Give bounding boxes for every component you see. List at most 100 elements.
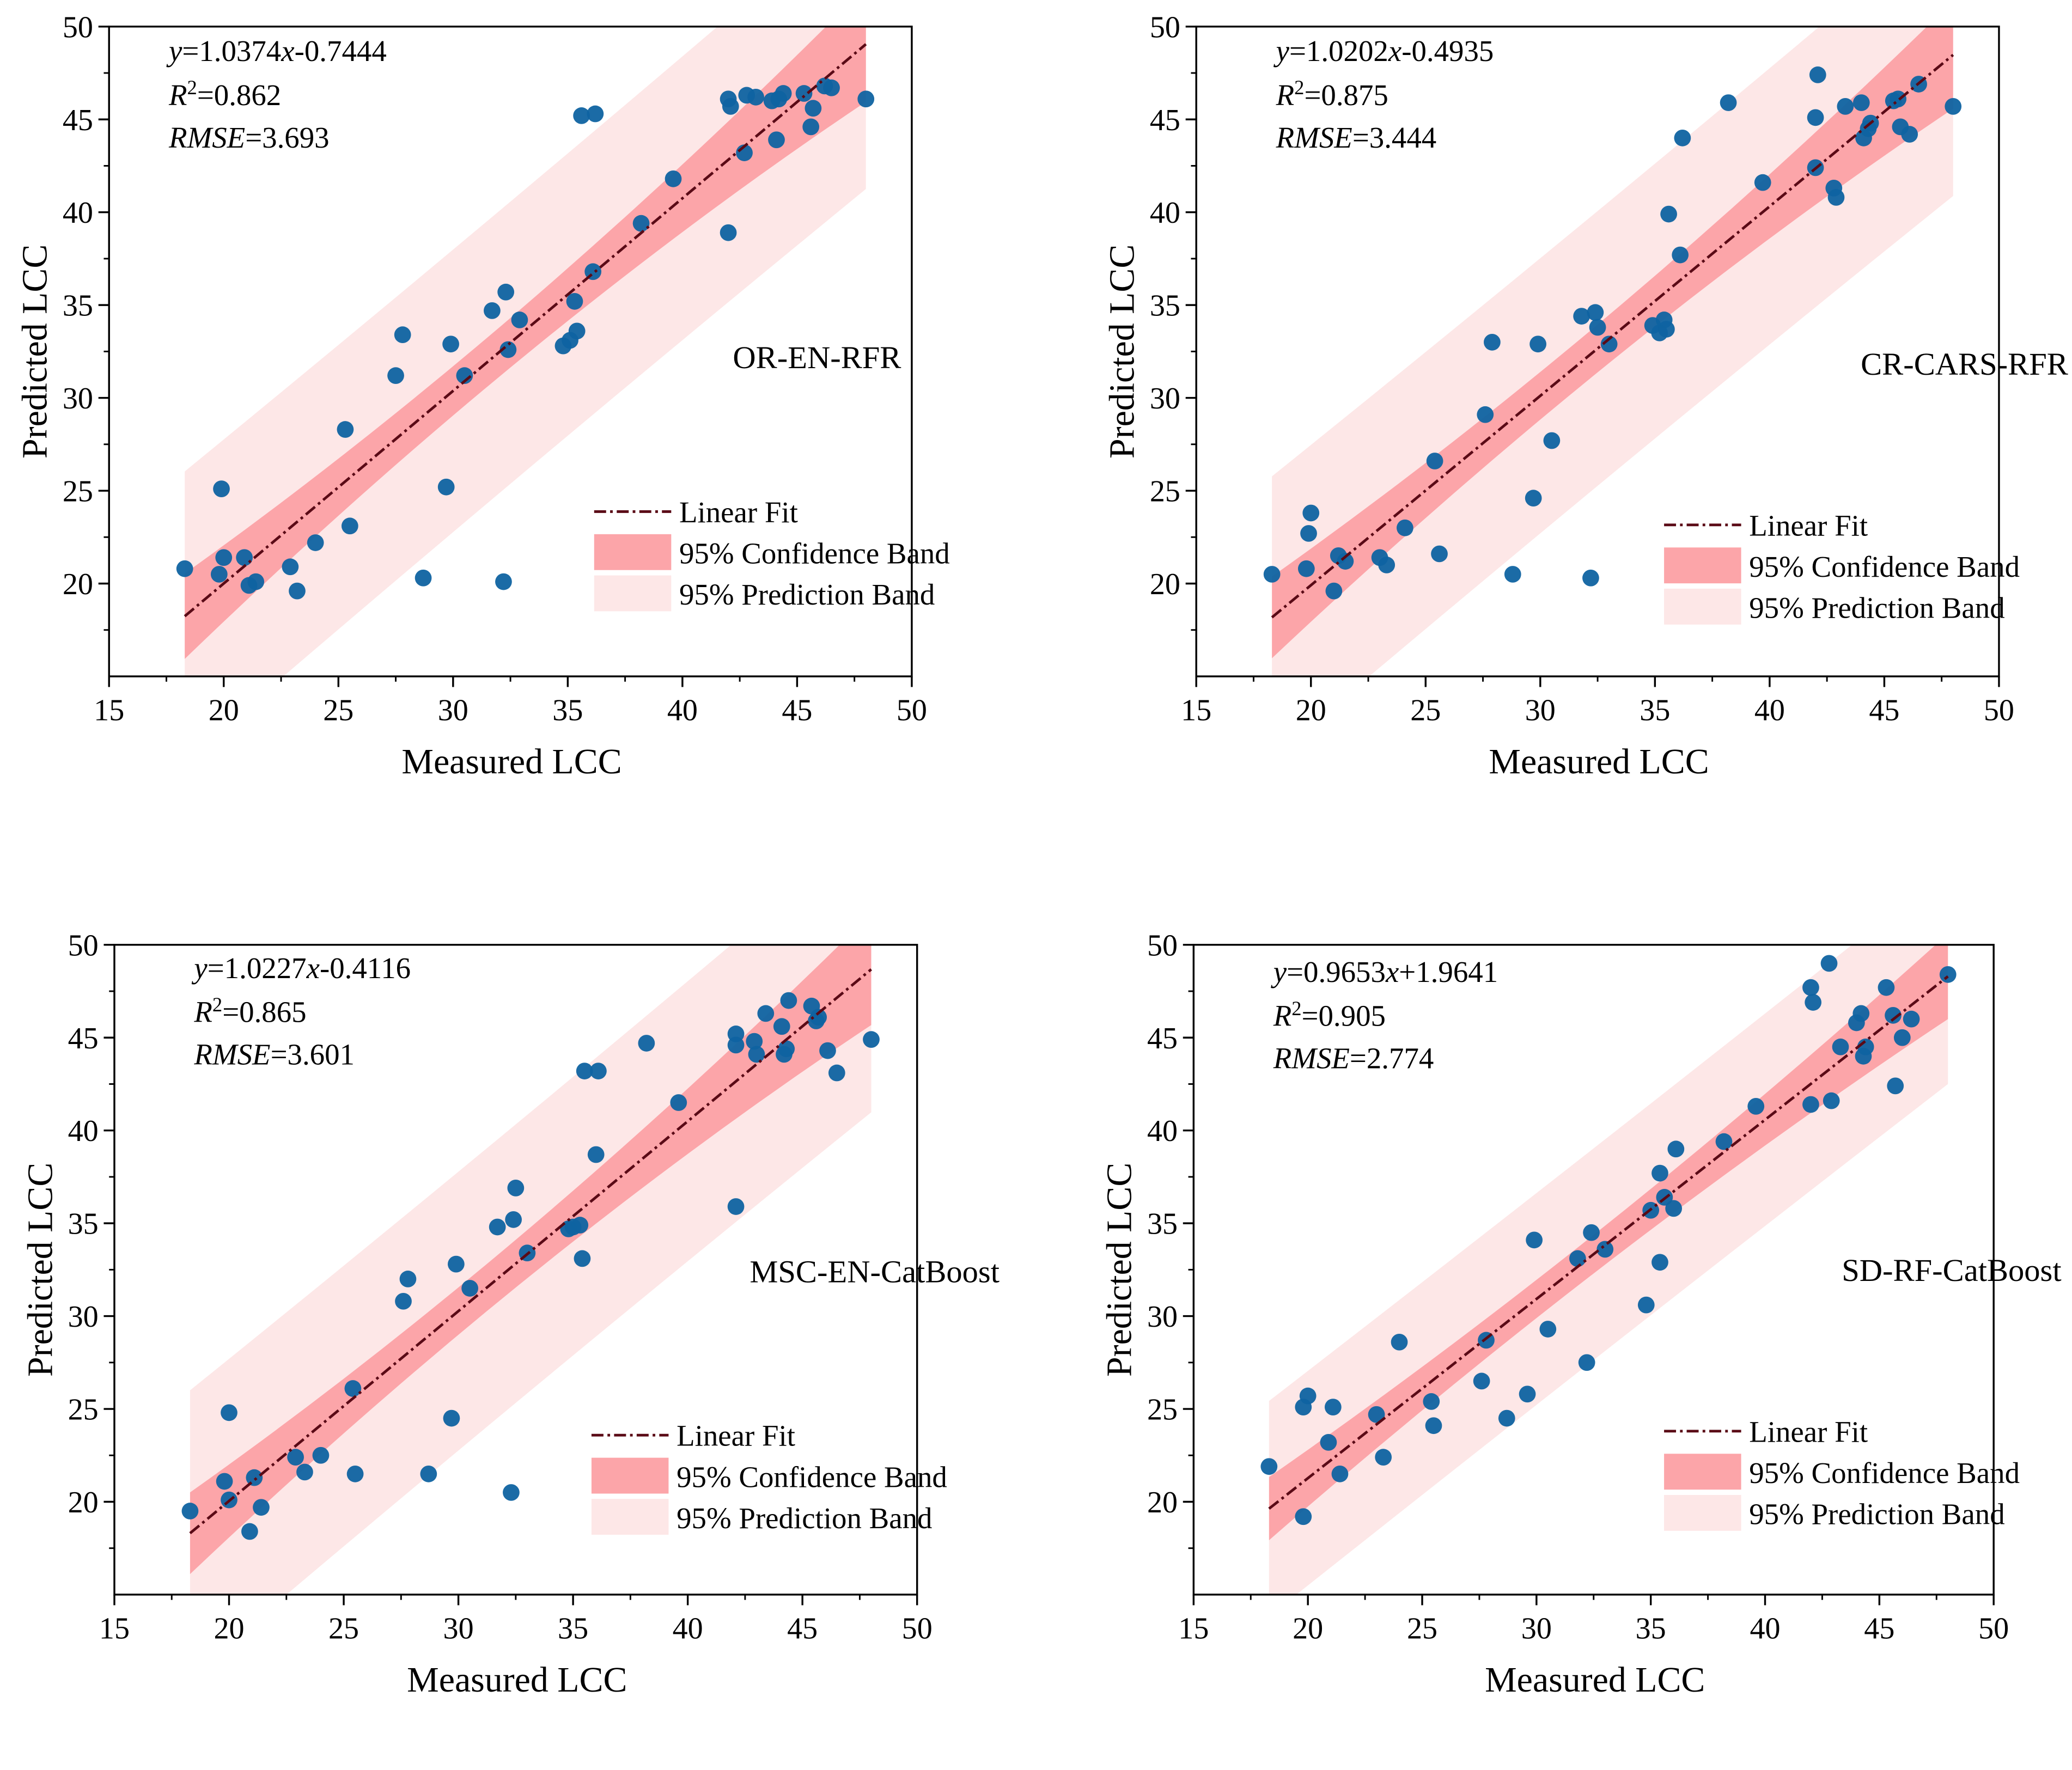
rmse: RMSE=3.693	[168, 121, 330, 154]
data-point	[587, 1146, 605, 1163]
data-point	[246, 1469, 263, 1486]
data-point	[507, 1179, 525, 1197]
y-tick-label: 40	[1150, 196, 1180, 230]
data-point	[566, 292, 583, 310]
equation-y: y	[191, 951, 208, 985]
r-squared: R2=0.875	[1276, 76, 1388, 112]
regression-equation: y=1.0227x-0.4116	[191, 951, 411, 985]
data-point	[415, 569, 432, 587]
data-point	[216, 1473, 233, 1490]
x-tick-label: 30	[438, 693, 468, 727]
data-point	[1747, 1098, 1765, 1115]
linear-fit-line	[1268, 975, 1949, 1510]
data-point	[665, 170, 682, 187]
x-tick-label: 25	[328, 1612, 359, 1645]
data-point	[1651, 1254, 1668, 1271]
y-tick-label: 35	[68, 1207, 99, 1241]
data-point	[394, 326, 411, 344]
r-squared-value: =0.875	[1304, 78, 1388, 112]
scatter-plot: 15 20 25 30 35 40 45 50 20 25 30 35 40 45 50 Measured L…	[15, 10, 950, 782]
rmse: RMSE=3.444	[1276, 121, 1437, 154]
x-tick-label: 35	[1640, 693, 1670, 727]
data-point	[1391, 1333, 1408, 1351]
y-tick-label: 20	[1150, 567, 1180, 601]
data-point	[720, 224, 737, 241]
data-point	[1397, 519, 1413, 536]
data-point	[1637, 1296, 1655, 1314]
rmse: RMSE=2.774	[1273, 1042, 1434, 1075]
x-tick-label: 45	[1864, 1612, 1894, 1645]
x-tick-label: 45	[787, 1612, 818, 1645]
legend-prediction-swatch	[1664, 588, 1741, 625]
data-point	[484, 302, 501, 319]
data-point	[1827, 189, 1845, 206]
equation-y: y	[1271, 955, 1287, 988]
equation-intercept: +1.9641	[1399, 955, 1498, 988]
x-axis-title: Measured LCC	[1485, 1660, 1705, 1700]
data-point	[1504, 566, 1521, 583]
r-squared: R2=0.865	[193, 993, 306, 1029]
equation-x: x	[1388, 34, 1401, 68]
r-squared-symbol: R	[193, 995, 212, 1028]
data-point	[757, 1005, 775, 1022]
r-squared-superscript: 2	[212, 993, 222, 1016]
x-tick-label: 35	[552, 693, 583, 727]
data-point	[443, 1409, 460, 1427]
data-point	[497, 283, 515, 301]
equation-y: y	[1273, 34, 1290, 68]
equation-intercept: -0.4935	[1401, 34, 1494, 68]
legend-confidence-swatch	[591, 1457, 669, 1494]
data-point	[1337, 553, 1354, 570]
data-point	[287, 1449, 304, 1466]
x-tick-label: 30	[1521, 1612, 1552, 1645]
data-point	[1887, 1077, 1904, 1095]
model-label: OR-EN-RFR	[733, 340, 901, 375]
data-point	[670, 1094, 687, 1111]
data-point	[1325, 582, 1343, 600]
r-squared-superscript: 2	[1291, 997, 1301, 1020]
data-point	[1939, 966, 1957, 983]
x-tick-label: 40	[1750, 1612, 1780, 1645]
data-point	[1820, 955, 1838, 972]
y-tick-label: 30	[68, 1300, 99, 1334]
y-tick-label: 30	[1150, 382, 1180, 416]
data-point	[1473, 1372, 1490, 1390]
data-point	[456, 367, 473, 384]
data-point	[1519, 1386, 1536, 1403]
data-point	[1299, 1387, 1317, 1405]
data-point	[1890, 90, 1907, 108]
data-point	[1578, 1354, 1595, 1371]
y-tick-label: 45	[1150, 103, 1180, 137]
data-point	[215, 549, 233, 566]
r-squared: R2=0.862	[168, 76, 281, 112]
data-point	[1852, 1005, 1870, 1022]
data-point	[747, 88, 764, 106]
rmse-value: =3.693	[245, 121, 329, 154]
data-point	[1667, 1140, 1685, 1158]
data-point	[176, 560, 193, 577]
scatter-plot: 15 20 25 30 35 40 45 50 20 25 30 35 40 45 50 Measured L…	[20, 929, 1000, 1700]
model-label: MSC-EN-CatBoost	[749, 1254, 1000, 1290]
regression-stats: y=0.9653x+1.9641 R2=0.905 RMSE=2.774	[1271, 955, 1498, 1075]
linear-fit-line	[184, 43, 867, 618]
regression-stats: y=1.0227x-0.4116 R2=0.865 RMSE=3.601	[191, 951, 411, 1071]
r-squared-value: =0.862	[197, 78, 281, 112]
y-axis-title: Predicted LCC	[1100, 1163, 1139, 1377]
data-point	[632, 215, 650, 232]
equation-x: x	[306, 951, 320, 985]
data-point	[1525, 490, 1542, 507]
data-point	[1582, 569, 1599, 587]
data-point	[1596, 1241, 1614, 1258]
data-point	[746, 1033, 763, 1050]
x-tick-label: 20	[1296, 693, 1326, 727]
data-point	[296, 1463, 313, 1481]
data-point	[341, 517, 358, 535]
data-point	[805, 100, 822, 117]
y-axis-title: Predicted LCC	[15, 245, 55, 459]
data-point	[241, 1523, 258, 1540]
data-point	[210, 566, 228, 583]
y-tick-label: 35	[63, 289, 93, 323]
x-axis-title: Measured LCC	[407, 1660, 627, 1700]
data-point	[1587, 304, 1604, 321]
equation-slope: =1.0202	[1289, 34, 1388, 68]
